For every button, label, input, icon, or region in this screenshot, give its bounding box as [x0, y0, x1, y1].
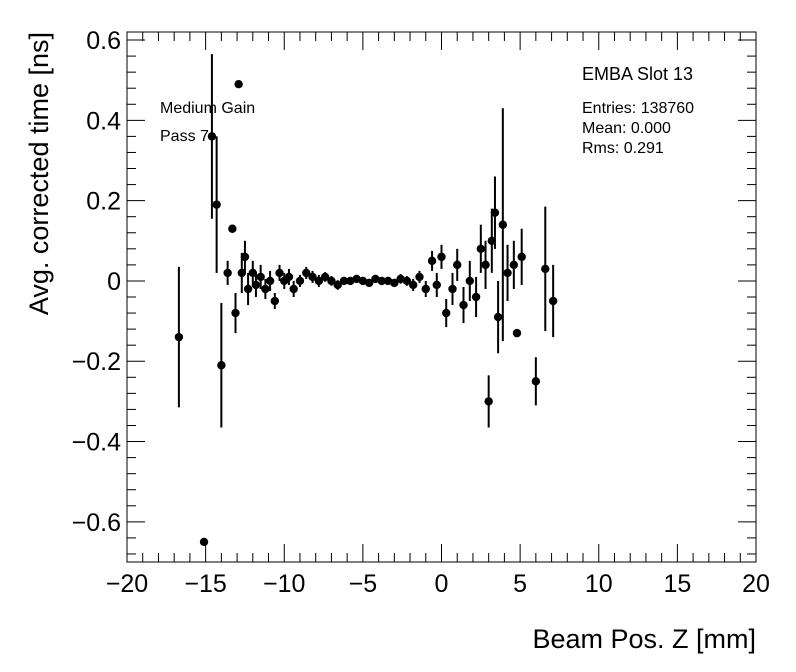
data-point [284, 272, 294, 282]
data-point [512, 328, 522, 338]
data-point [453, 260, 462, 270]
y-tick-label: 0 [107, 268, 121, 296]
data-point [237, 268, 246, 278]
x-tick-label: −5 [349, 570, 378, 598]
stats-rms: Rms: 0.291 [582, 140, 664, 157]
x-axis-title: Beam Pos. Z [mm] [532, 624, 756, 654]
data-point [364, 278, 374, 288]
data-point [217, 361, 226, 370]
data-point [408, 280, 418, 290]
data-point [448, 284, 457, 294]
data-point [421, 284, 430, 294]
data-point [481, 260, 490, 270]
x-tick-label: −10 [263, 570, 305, 598]
annotation-gain: Medium Gain [160, 100, 255, 117]
data-point [251, 280, 261, 290]
data-point [199, 537, 209, 547]
y-tick-label: −0.4 [72, 429, 121, 457]
data-point [390, 278, 399, 288]
data-point [377, 276, 386, 286]
data-point [240, 252, 250, 262]
data-point [517, 252, 526, 262]
data-point [231, 308, 240, 318]
data-point [339, 276, 349, 286]
data-point [541, 264, 550, 274]
data-point [243, 284, 253, 294]
data-point [174, 332, 184, 342]
data-point [302, 268, 311, 278]
data-point [265, 276, 275, 286]
x-tick-label: 10 [585, 570, 613, 598]
data-point [531, 377, 541, 386]
data-point [548, 296, 558, 306]
data-point [295, 276, 305, 286]
data-point [228, 224, 237, 233]
data-point [248, 268, 257, 278]
y-tick-label: 0.6 [86, 27, 121, 55]
data-point [503, 268, 512, 278]
data-point [427, 256, 437, 266]
data-point [476, 244, 486, 254]
x-tick-label: 5 [513, 570, 527, 598]
axis-tick-labels: −20 −15 −10 −5 0 5 10 15 20 −0.6 −0.4 −0.2 0 0.2 0.4 0.… [72, 27, 770, 598]
x-tick-label: 0 [435, 570, 449, 598]
data-point [223, 268, 232, 278]
data-point [333, 280, 342, 290]
data-point [509, 260, 519, 270]
y-tick-label: 0.4 [86, 107, 121, 135]
x-tick-label: 15 [663, 570, 691, 598]
data-point [234, 79, 243, 89]
data-point [442, 308, 451, 318]
x-tick-label: −15 [184, 570, 226, 598]
data-point [212, 200, 221, 209]
axis-ticks [126, 32, 757, 562]
y-tick-label: −0.2 [72, 348, 121, 376]
data-point [484, 397, 493, 406]
stats-mean: Mean: 0.000 [582, 120, 671, 137]
x-tick-label: 20 [742, 570, 770, 598]
data-point [320, 272, 330, 282]
data-point [437, 252, 446, 262]
x-tick-label: −20 [106, 570, 148, 598]
data-point [493, 312, 503, 322]
data-point [415, 272, 424, 282]
data-points [174, 54, 558, 547]
data-point [327, 276, 336, 286]
annotation-pass: Pass 7 [160, 128, 209, 145]
data-point [270, 296, 280, 306]
y-axis-title: Avg. corrected time [ns] [24, 32, 54, 315]
data-point [261, 284, 270, 294]
data-point [459, 300, 468, 310]
data-point [308, 272, 317, 282]
stats-title: EMBA Slot 13 [582, 64, 693, 84]
data-point [256, 272, 265, 282]
data-point [289, 284, 298, 294]
data-point [498, 220, 508, 229]
data-point [490, 208, 500, 217]
stats-entries: Entries: 138760 [582, 100, 694, 117]
data-point [314, 276, 324, 286]
data-point [465, 276, 475, 286]
data-point [471, 292, 481, 302]
data-point [207, 132, 217, 141]
y-tick-label: 0.2 [86, 188, 121, 216]
data-point [275, 268, 284, 278]
y-tick-label: −0.6 [72, 509, 121, 537]
data-point [487, 236, 497, 245]
data-point [432, 280, 441, 290]
data-point [402, 276, 412, 286]
